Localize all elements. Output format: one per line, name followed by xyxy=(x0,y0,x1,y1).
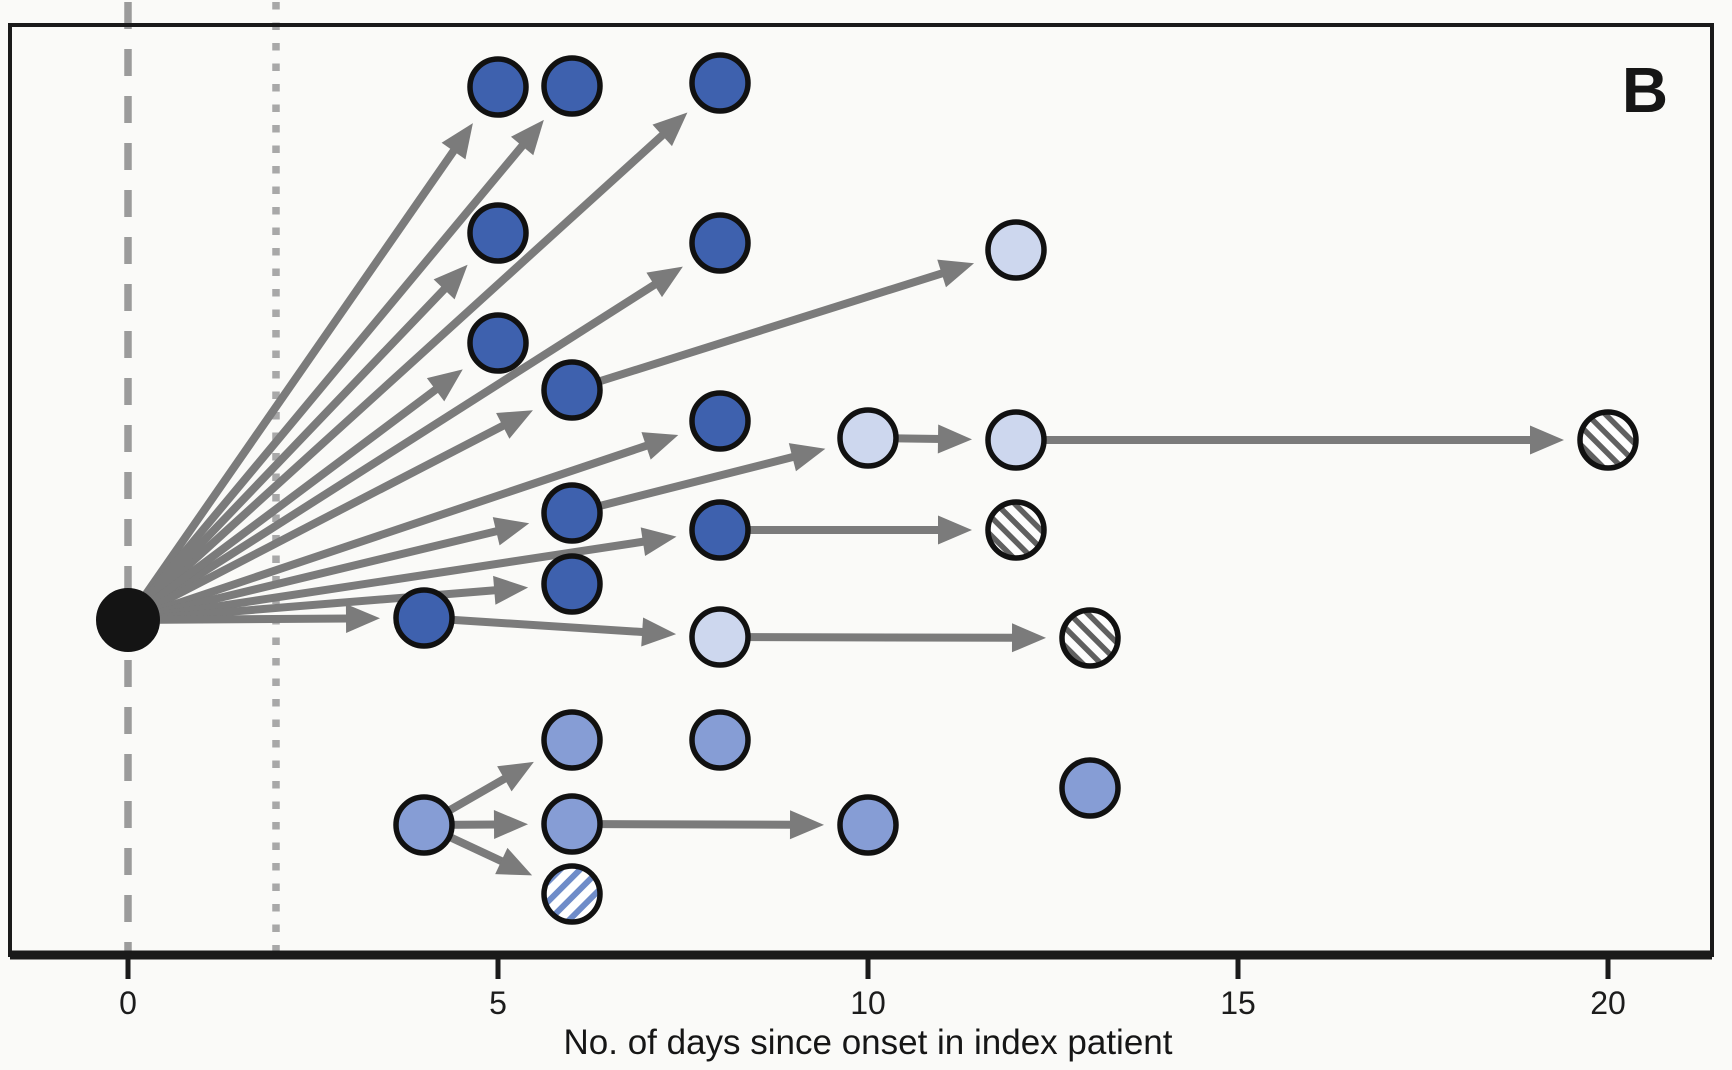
transmission-arrow-head xyxy=(441,123,473,160)
reference-lines xyxy=(124,2,280,952)
case-node-hatched xyxy=(985,499,1047,561)
transmission-arrows xyxy=(124,112,1564,876)
transmission-arrow-shaft xyxy=(124,145,460,623)
case-node-gen2 xyxy=(985,219,1047,281)
x-axis: 0 5 10 15 20 xyxy=(10,950,1712,1021)
case-node-gen1 xyxy=(541,553,603,615)
case-node-cluster xyxy=(837,794,899,856)
transmission-arrow-shaft xyxy=(423,614,647,637)
case-node-gen1 xyxy=(467,312,529,374)
transmission-arrow-shaft xyxy=(719,633,1017,642)
transmission-arrow-shaft xyxy=(124,140,528,623)
case-node-gen1 xyxy=(467,56,529,118)
transmission-arrow-head xyxy=(641,432,679,460)
case-nodes xyxy=(96,52,1639,925)
case-node-gen2 xyxy=(837,407,899,469)
transmission-arrow-head xyxy=(788,443,826,472)
case-node-gen1 xyxy=(689,212,751,274)
transmission-arrow-head xyxy=(495,847,533,876)
case-node-hatched xyxy=(1059,607,1121,669)
transmission-arrow-head xyxy=(641,617,677,647)
transmission-arrow-shaft xyxy=(127,614,351,624)
transmission-arrow-shaft xyxy=(127,526,501,624)
transmission-arrow-head xyxy=(510,119,544,156)
transmission-arrow-head xyxy=(492,517,530,546)
transmission-arrow-head xyxy=(938,515,972,545)
case-node-gen1 xyxy=(689,52,751,114)
transmission-arrow-shaft xyxy=(125,283,450,623)
transmission-arrow-shaft xyxy=(571,452,798,517)
case-node-cluster xyxy=(541,793,603,855)
case-node-gen2 xyxy=(985,409,1047,471)
case-node-hatched xyxy=(1577,409,1639,471)
case-node-gen2 xyxy=(689,606,751,668)
transmission-arrow-shaft xyxy=(127,537,648,624)
case-node-gen1 xyxy=(541,359,603,421)
case-node-cluster xyxy=(541,709,603,771)
transmission-arrow-head xyxy=(652,112,688,147)
case-node-gen1 xyxy=(541,55,603,117)
transmission-arrow-shaft xyxy=(125,384,442,624)
transmission-arrow-head xyxy=(789,810,825,840)
case-node-gen1 xyxy=(393,587,455,649)
transmission-arrow-head xyxy=(1011,623,1047,653)
transmission-arrow-head xyxy=(426,369,463,402)
transmission-arrow-shaft xyxy=(126,420,509,624)
transmission-arrow-shaft xyxy=(126,440,652,624)
transmission-arrow-head xyxy=(496,410,533,439)
case-node-cluster xyxy=(689,709,751,771)
panel-label: B xyxy=(1622,54,1668,126)
x-axis-tick-label: 10 xyxy=(850,985,886,1021)
transmission-arrow-head xyxy=(937,259,975,288)
transmission-arrow-shaft xyxy=(125,129,668,623)
x-axis-tick-label: 15 xyxy=(1220,985,1256,1021)
x-axis-tick-label: 20 xyxy=(1590,985,1626,1021)
case-node-cluster xyxy=(393,794,455,856)
transmission-arrow-head xyxy=(497,761,534,792)
case-node-cluster xyxy=(1059,757,1121,819)
transmission-arrow-head xyxy=(640,527,677,557)
index-patient-node xyxy=(96,588,160,652)
transmission-arrow-head xyxy=(493,575,529,605)
case-node-gen1 xyxy=(467,202,529,264)
transmission-arrow-head xyxy=(433,264,468,300)
transmission-arrow-head xyxy=(646,266,683,298)
transmission-arrow-head xyxy=(937,424,973,454)
transmission-arrow-head xyxy=(493,810,529,840)
transmission-arrow-shaft xyxy=(125,279,660,624)
case-node-gen1 xyxy=(689,390,751,452)
case-node-gen1 xyxy=(689,499,751,561)
transmission-arrow-head xyxy=(345,604,381,634)
x-axis-tick-label: 0 xyxy=(119,985,137,1021)
transmission-arrow-shaft xyxy=(570,268,947,394)
transmission-arrow-shaft xyxy=(571,820,795,829)
case-node-gen1 xyxy=(541,482,603,544)
case-node-hatched_blue xyxy=(541,863,603,925)
transmission-arrow-head xyxy=(1530,425,1564,455)
x-axis-title: No. of days since onset in index patient xyxy=(564,1023,1173,1062)
x-axis-tick-label: 5 xyxy=(489,985,507,1021)
